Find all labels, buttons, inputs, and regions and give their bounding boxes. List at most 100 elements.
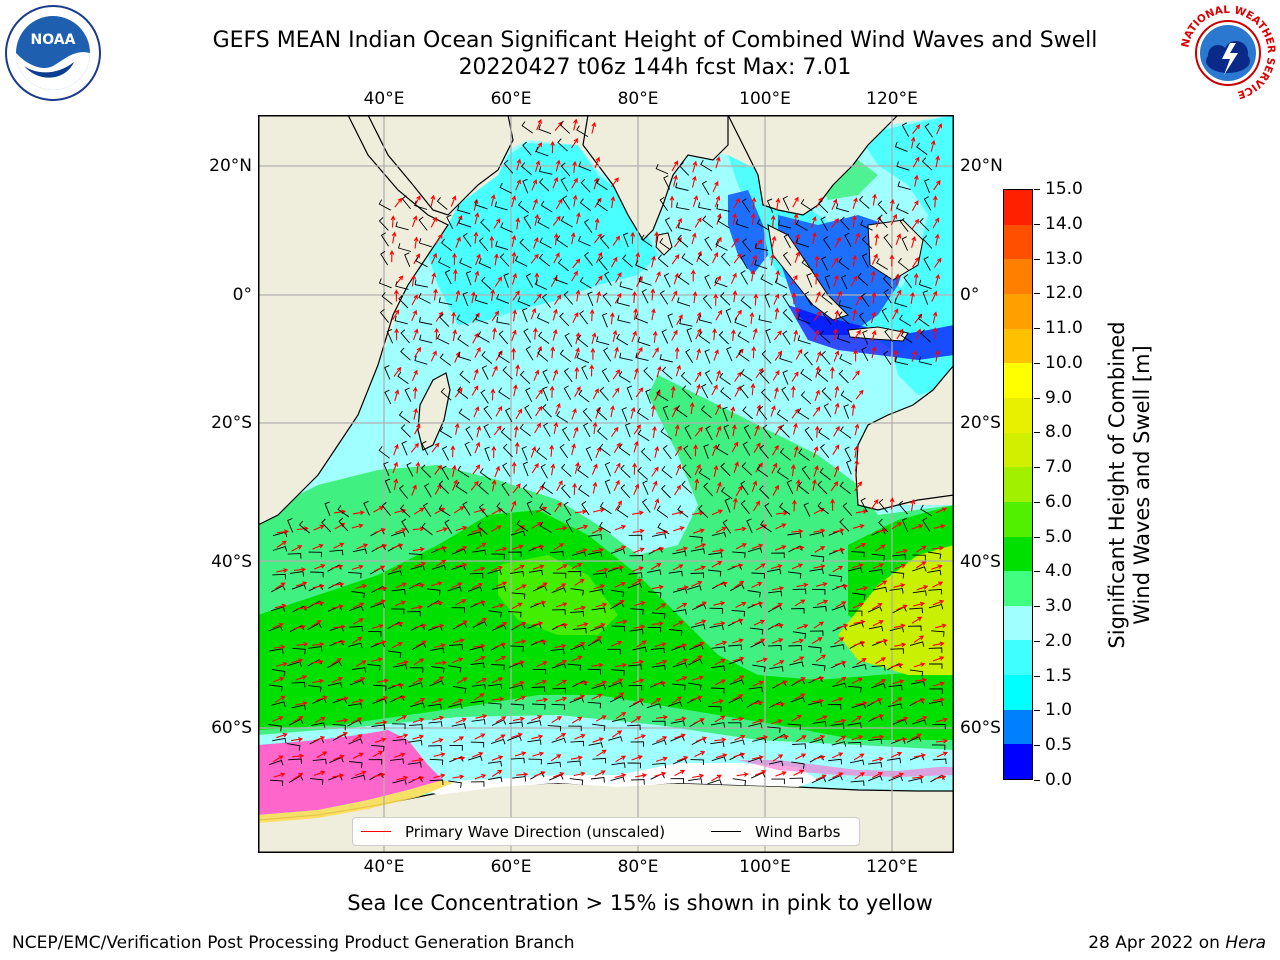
colorbar-band: [1004, 744, 1032, 779]
wind-barb: [701, 180, 710, 196]
wind-barb: [637, 336, 651, 347]
wind-barb: [795, 237, 809, 248]
wave-direction-arrow: [594, 623, 606, 629]
wave-direction-arrow: [631, 330, 637, 343]
wave-direction-arrow: [291, 737, 304, 742]
wave-direction-arrow: [716, 581, 728, 587]
wave-direction-arrow: [632, 462, 637, 475]
wind-barb: [647, 569, 662, 575]
wave-direction-arrow: [572, 482, 577, 495]
wind-barb: [741, 198, 750, 213]
wind-barb: [821, 292, 833, 305]
wave-direction-arrow: [832, 565, 844, 573]
wind-barb: [637, 429, 650, 442]
wave-direction-arrow: [473, 406, 480, 418]
wave-direction-arrow: [532, 198, 538, 211]
wave-direction-arrow: [395, 715, 408, 722]
wind-barb: [860, 292, 870, 308]
wave-direction-arrow: [293, 567, 307, 572]
wind-barb: [858, 312, 868, 327]
wave-direction-arrow: [594, 217, 600, 230]
wave-direction-arrow: [794, 251, 801, 263]
wave-direction-arrow: [592, 421, 598, 434]
wave-direction-arrow: [412, 677, 424, 685]
colorbar-tick-mark: [1034, 362, 1040, 364]
wind-barb: [457, 465, 470, 478]
wind-barb: [628, 684, 643, 691]
wave-direction-arrow: [676, 602, 688, 610]
wind-barb: [918, 356, 933, 366]
wind-barb: [720, 252, 731, 267]
wave-direction-arrow: [690, 269, 696, 282]
wave-direction-arrow: [735, 485, 743, 497]
wave-direction-arrow: [695, 328, 702, 340]
wave-direction-arrow: [491, 365, 498, 377]
wind-barb: [568, 725, 582, 732]
wind-barb: [701, 383, 709, 399]
lon-label-top-100e: 100°E: [739, 89, 791, 109]
wave-direction-arrow: [732, 656, 745, 662]
wind-barb: [599, 443, 611, 457]
colorbar-band: [1004, 501, 1032, 537]
wind-barb: [868, 738, 883, 745]
wave-direction-arrow: [531, 462, 539, 474]
wave-direction-arrow: [531, 734, 544, 740]
wind-barb: [577, 334, 589, 348]
wave-direction-arrow: [574, 347, 580, 359]
wave-direction-arrow: [910, 291, 915, 304]
wave-direction-arrow: [630, 716, 642, 724]
wave-direction-arrow: [775, 771, 787, 777]
wind-barb: [508, 721, 523, 728]
wind-barb: [657, 254, 669, 268]
wind-barb: [847, 722, 862, 728]
wave-direction-arrow: [813, 528, 826, 534]
wave-direction-arrow: [492, 603, 505, 609]
wind-barb: [477, 521, 488, 535]
wave-direction-arrow: [612, 387, 620, 398]
wind-barb: [539, 521, 552, 533]
wind-barb: [308, 685, 322, 693]
wave-direction-arrow: [312, 583, 325, 589]
wind-barb: [849, 641, 864, 649]
wind-barb: [598, 256, 608, 271]
wave-direction-arrow: [555, 159, 561, 172]
wave-direction-arrow: [596, 290, 602, 303]
wave-direction-arrow: [614, 524, 627, 531]
colorbar-tick-label: 2.0: [1045, 630, 1073, 651]
wave-direction-arrow: [692, 655, 703, 663]
wave-direction-arrow: [336, 717, 349, 723]
wave-direction-arrow: [291, 658, 304, 664]
wind-barb: [809, 568, 824, 574]
wind-barb: [572, 627, 587, 634]
wind-barb: [901, 517, 909, 533]
wave-direction-arrow: [791, 714, 802, 722]
wave-direction-arrow: [555, 733, 567, 740]
wind-barb: [871, 529, 886, 536]
wind-barb: [779, 448, 791, 461]
wave-direction-arrow: [634, 734, 646, 740]
wave-direction-arrow: [895, 737, 908, 742]
wave-direction-arrow: [935, 507, 948, 514]
wave-direction-arrow: [794, 445, 799, 458]
wave-direction-arrow: [750, 212, 756, 226]
colorbar-tick-label: 1.0: [1045, 700, 1073, 721]
wave-direction-arrow: [733, 253, 742, 264]
wind-barb: [347, 719, 362, 727]
wind-barb: [351, 774, 366, 781]
wave-direction-arrow: [391, 642, 403, 649]
wave-direction-arrow: [752, 327, 758, 340]
wave-direction-arrow: [555, 602, 568, 608]
title-line-2: 20220427 t06z 144h fcst Max: 7.01: [458, 55, 852, 80]
wind-barb: [667, 313, 674, 328]
wind-barb: [868, 569, 883, 575]
wave-direction-arrow: [591, 463, 598, 475]
wave-direction-arrow: [394, 600, 407, 607]
wave-direction-arrow: [650, 563, 662, 570]
wind-barb: [536, 447, 548, 461]
wind-barb: [754, 259, 768, 270]
wind-barb: [924, 123, 933, 138]
wave-direction-arrow: [755, 462, 763, 473]
wave-direction-arrow: [592, 507, 605, 513]
wave-direction-arrow: [911, 236, 917, 248]
wave-direction-arrow: [396, 733, 409, 739]
